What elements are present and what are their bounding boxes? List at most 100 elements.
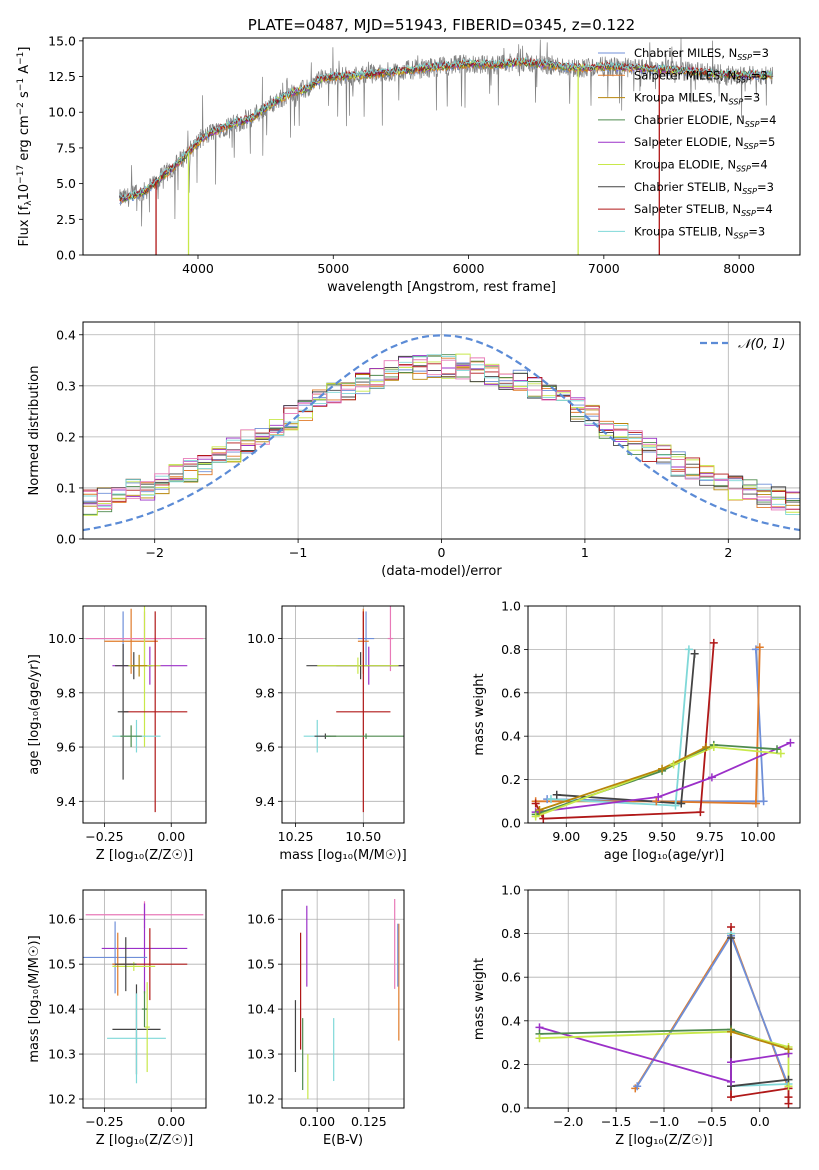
- weight-marker: [776, 749, 785, 758]
- weight-line: [535, 746, 781, 818]
- x-tick-label: −2: [145, 545, 163, 560]
- y-tick-label: 0.3: [56, 378, 76, 393]
- weight-marker: [658, 764, 667, 773]
- y-axis-label-part: −17: [16, 165, 26, 184]
- x-tick-label: 0.0: [750, 1114, 770, 1129]
- x-tick-label: 8000: [723, 261, 755, 276]
- weight-marker: [531, 812, 540, 821]
- plot-area: [85, 606, 204, 813]
- x-tick-label: −0.5: [697, 1114, 727, 1129]
- y-tick-label: 9.6: [255, 740, 275, 755]
- legend-entry: Chabrier ELODIE, NSSP=4: [634, 113, 776, 129]
- x-tick-label: −0.25: [85, 829, 123, 844]
- chart-spectrum: 4000 5000 6000 7000 8000 0.0 2.5 5.0 7.5 10.0 12.5…: [16, 16, 801, 295]
- legend-tail: =4: [760, 113, 777, 127]
- y-tick-label: 9.6: [56, 740, 76, 755]
- legend-label: Kroupa MILES, N: [634, 91, 729, 105]
- x-axis-label: age [log₁₀(age/yr)]: [604, 848, 725, 863]
- legend-sub: SSP: [736, 165, 751, 174]
- x-axis-label: mass [log₁₀(M/M☉)]: [279, 848, 406, 863]
- axes-frame: [82, 889, 207, 1109]
- weight-line: [730, 1030, 789, 1050]
- spectrum-model-line: [119, 59, 773, 203]
- y-axis-label: mass [log₁₀(M/M☉)]: [27, 935, 42, 1062]
- legend-label: Salpeter MILES, N: [634, 68, 736, 82]
- weight-marker: [531, 799, 540, 808]
- weight-marker: [552, 790, 561, 799]
- weight-marker: [677, 799, 686, 808]
- legend-tail: =3: [748, 224, 765, 238]
- axes-frame: [527, 605, 801, 824]
- weight-marker: [786, 738, 795, 747]
- legend-entry: Chabrier STELIB, NSSP=3: [634, 180, 774, 196]
- y-tick-label: 0.0: [501, 816, 521, 831]
- axes-frame: [82, 37, 801, 256]
- weight-line: [547, 649, 765, 803]
- y-tick-label: 10.5: [247, 957, 275, 972]
- y-tick-label: 10.3: [247, 1047, 275, 1062]
- weight-marker: [709, 743, 718, 752]
- y-axis-label-part: A: [17, 65, 32, 78]
- x-tick-label: −0.25: [85, 1114, 123, 1129]
- x-tick-label: 5000: [317, 261, 349, 276]
- histogram-series: [83, 354, 800, 539]
- weight-line: [636, 933, 790, 1087]
- axes-frame: [281, 605, 405, 824]
- y-tick-label: 10.3: [48, 1047, 76, 1062]
- x-tick-label: 4000: [182, 261, 214, 276]
- spectrum-model-line: [119, 56, 773, 199]
- y-tick-label: 9.8: [56, 685, 76, 700]
- y-tick-label: 10.0: [48, 631, 76, 646]
- weight-marker: [684, 645, 693, 654]
- y-tick-label: 10.0: [48, 105, 76, 120]
- histogram-series: [83, 357, 800, 539]
- y-tick-label: 5.0: [56, 176, 76, 191]
- x-axis-label: Z [log₁₀(Z/Z☉)]: [96, 1133, 193, 1148]
- y-tick-label: 1.0: [501, 599, 521, 614]
- y-tick-label: 9.4: [56, 794, 76, 809]
- x-axis-label: wavelength [Angstrom, rest frame]: [327, 280, 556, 295]
- y-tick-label: 7.5: [56, 140, 76, 155]
- legend-sub: SSP: [737, 53, 752, 62]
- x-tick-label: 9.50: [648, 829, 676, 844]
- legend-sub: SSP: [741, 209, 756, 218]
- y-tick-label: 0.4: [56, 327, 76, 342]
- weight-marker: [652, 797, 661, 806]
- weight-marker: [727, 923, 736, 932]
- x-tick-label: −1.0: [649, 1114, 679, 1129]
- x-axis-label: Z [log₁₀(Z/Z☉)]: [96, 848, 193, 863]
- chart-title: PLATE=0487, MJD=51943, FIBERID=0345, z=0…: [248, 16, 635, 34]
- x-tick-label: 10.50: [345, 829, 381, 844]
- x-tick-label: 9.25: [600, 829, 628, 844]
- x-tick-label: 9.75: [696, 829, 724, 844]
- y-axis-label: Flux [fλ10−17 erg cm−2 s−1 A−1]: [16, 47, 34, 247]
- weight-marker: [671, 801, 680, 810]
- weight-marker: [727, 1027, 736, 1036]
- x-tick-label: 1: [581, 545, 589, 560]
- y-tick-label: 10.4: [48, 1002, 76, 1017]
- legend-tail: =3: [757, 180, 774, 194]
- y-tick-label: 10.4: [247, 1002, 275, 1017]
- legend-tail: =3: [743, 91, 760, 105]
- y-tick-label: 0.0: [56, 248, 76, 263]
- legend-label: Kroupa ELODIE, N: [634, 158, 736, 172]
- y-tick-label: 0.8: [501, 642, 521, 657]
- weight-marker: [755, 643, 764, 652]
- x-tick-label: 10.25: [278, 829, 314, 844]
- chart-age_vs_mass: 10.25 10.50 9.4 9.6 9.8 10.0 mass [log₁₀(M/M☉)…: [247, 605, 407, 863]
- plot-area: [83, 901, 204, 1084]
- x-axis-label: Z [log₁₀(Z/Z☉)]: [615, 1133, 712, 1148]
- y-axis-label-part: s: [17, 91, 32, 102]
- weight-marker: [727, 1058, 736, 1067]
- x-tick-label: 2: [724, 545, 732, 560]
- axes-frame: [82, 321, 801, 540]
- y-tick-label: 0.1: [56, 480, 76, 495]
- legend-entry: Kroupa MILES, NSSP=3: [634, 91, 760, 107]
- weight-marker: [773, 745, 782, 754]
- weight-marker: [727, 1077, 736, 1086]
- legend-tail: =3: [751, 68, 768, 82]
- weight-line: [539, 1026, 789, 1083]
- x-tick-label: 0.00: [157, 829, 185, 844]
- y-tick-label: 0.6: [501, 685, 521, 700]
